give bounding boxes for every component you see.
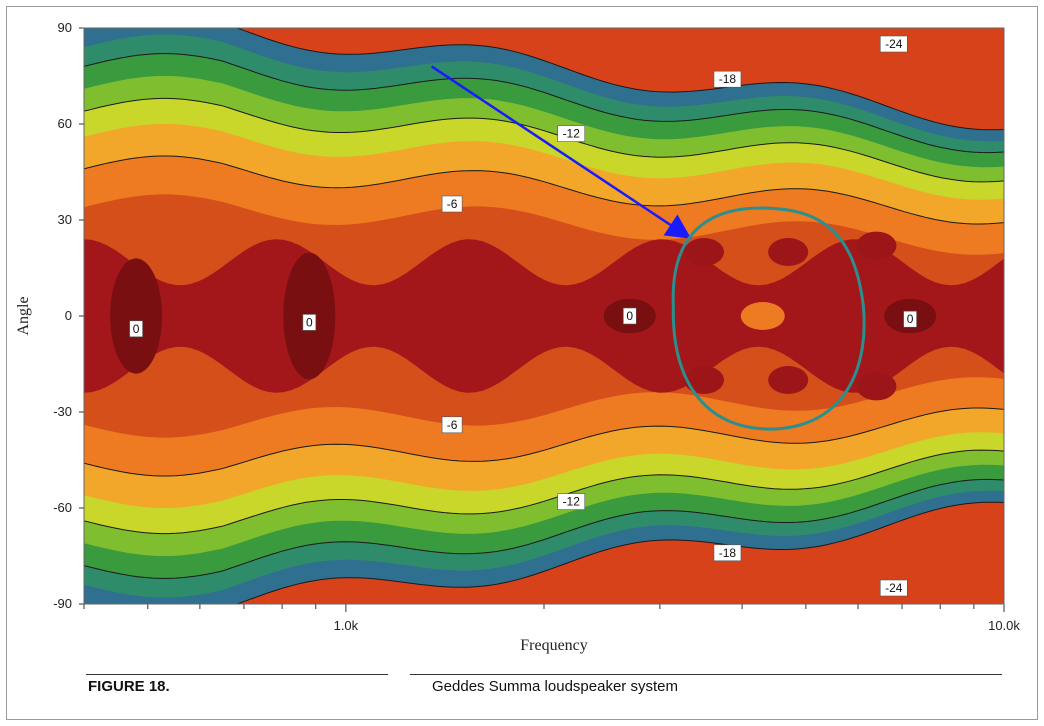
contour-label-box	[713, 70, 742, 88]
contour-line-24	[84, 28, 1004, 131]
contour-label: -12	[563, 127, 581, 141]
center-patch	[740, 302, 785, 330]
lobe-patch	[768, 238, 809, 266]
contour-label-box	[557, 125, 586, 142]
x-tick-label: 10.0k	[988, 618, 1020, 633]
contour-label-box	[879, 35, 908, 53]
lobe-patch	[683, 238, 724, 266]
y-axis-title: Angle	[15, 296, 32, 335]
caption-rule-right	[410, 674, 1002, 675]
contour-line-6	[84, 155, 1004, 225]
contour-label-box	[622, 307, 637, 325]
contour-line-18	[84, 478, 1004, 579]
contour-label: -24	[885, 37, 903, 51]
x-axis-title: Frequency	[520, 637, 588, 654]
contour-lines	[84, 28, 1004, 604]
y-tick-label: -60	[53, 500, 72, 515]
annotation-region	[671, 206, 866, 431]
contour-label-box	[903, 310, 917, 328]
contour-label-box	[557, 493, 586, 510]
lobe-patch	[683, 366, 724, 394]
contour-label: -18	[719, 546, 737, 560]
lobe-patch	[856, 231, 897, 260]
contour-label: 0	[133, 322, 140, 336]
x-axis-ticks: 1.0k 10.0k	[83, 604, 1020, 633]
contour-line-6	[84, 407, 1004, 477]
contour-label: -12	[563, 495, 581, 509]
contour-label-box	[441, 416, 463, 434]
contour-line-24	[84, 501, 1004, 604]
figure-caption: Geddes Summa loudspeaker system	[432, 678, 678, 695]
contour-label-box	[129, 320, 143, 338]
contour-label: -24	[885, 581, 903, 595]
contour-label-box	[713, 544, 742, 562]
contour-label-box	[441, 195, 463, 213]
contour-label: -6	[447, 197, 458, 211]
contour-label-box	[302, 314, 317, 331]
y-axis-ticks: 90 60 30 0 -30 -60 -90	[53, 20, 84, 611]
y-tick-label: 0	[65, 308, 72, 323]
annotation-arrow	[430, 65, 692, 239]
contour-line-12	[84, 449, 1004, 535]
contour-labels: 0 0 0 0 -6 -6 -12 -12 -18 -18 -24 -24	[129, 35, 917, 597]
contour-label: 0	[907, 312, 914, 326]
contour-label: 0	[306, 315, 313, 329]
y-tick-label: 30	[58, 212, 72, 227]
figure-label: FIGURE 18.	[88, 678, 170, 695]
contour-label: -6	[447, 418, 458, 432]
y-tick-label: 90	[58, 20, 72, 35]
plot-frame	[83, 27, 1005, 605]
plot-area	[84, 28, 1004, 604]
lobe-patch	[856, 372, 897, 401]
caption-rule-left	[86, 674, 388, 675]
y-tick-label: 60	[58, 116, 72, 131]
contour-label-box	[879, 579, 908, 597]
lobe-patch	[768, 366, 809, 394]
contour-line-18	[84, 53, 1004, 154]
annotations	[430, 65, 866, 431]
x-tick-label: 1.0k	[334, 618, 359, 633]
y-tick-label: -90	[53, 596, 72, 611]
contour-label: -18	[719, 72, 737, 86]
contour-label: 0	[626, 309, 633, 323]
contour-line-12	[84, 97, 1004, 183]
zero-db-lobe	[110, 258, 163, 374]
y-tick-label: -30	[53, 404, 72, 419]
